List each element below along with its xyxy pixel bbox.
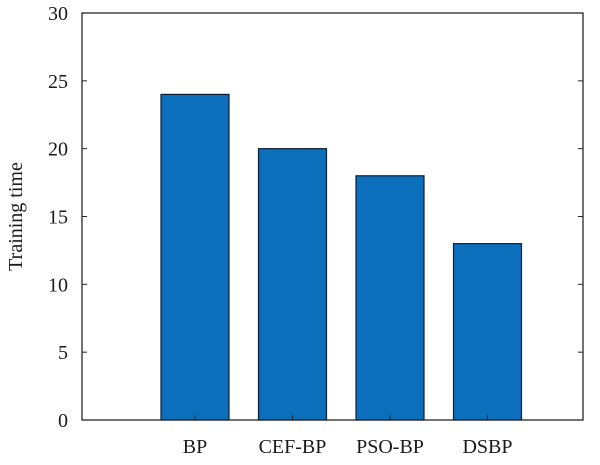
- y-tick-label-25: 25: [48, 71, 68, 93]
- x-tick-label-cef-bp: CEF-BP: [259, 436, 327, 458]
- bars-group: [160, 93, 523, 421]
- y-tick-label-0: 0: [58, 410, 68, 432]
- bar-pso-bp: [355, 175, 425, 421]
- x-tick-label-pso-bp: PSO-BP: [356, 436, 424, 458]
- x-axis: BP CEF-BP PSO-BP DSBP: [183, 415, 513, 458]
- y-axis-title: Training time: [5, 162, 27, 271]
- y-axis: 0 5 10 15 20 25 30: [48, 3, 583, 432]
- bar-bp: [160, 93, 230, 421]
- bar-dsbp: [452, 243, 523, 421]
- x-tick-label-dsbp: DSBP: [462, 436, 512, 458]
- y-tick-label-5: 5: [58, 342, 68, 364]
- y-tick-label-20: 20: [48, 139, 68, 161]
- y-tick-label-10: 10: [48, 274, 68, 296]
- plot-frame: [81, 12, 584, 421]
- bar-cef-bp: [257, 148, 328, 421]
- x-tick-label-bp: BP: [183, 436, 207, 458]
- y-tick-label-30: 30: [48, 3, 68, 25]
- y-tick-label-15: 15: [48, 207, 68, 229]
